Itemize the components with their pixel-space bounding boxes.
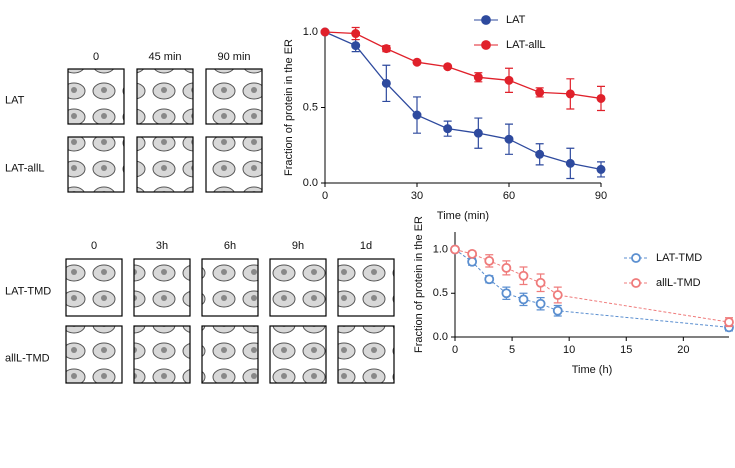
series-line bbox=[324, 31, 602, 100]
row-label: allL-TMD bbox=[5, 352, 50, 364]
data-point bbox=[518, 294, 529, 305]
micrograph bbox=[133, 258, 191, 317]
x-tick-label: 5 bbox=[509, 344, 515, 356]
x-tick-label: 15 bbox=[620, 344, 632, 356]
data-point bbox=[596, 93, 606, 103]
micrograph bbox=[205, 68, 263, 125]
legend-marker bbox=[481, 15, 491, 25]
y-tick-label: 0.5 bbox=[433, 287, 448, 299]
data-point bbox=[501, 288, 512, 299]
column-label: 6h bbox=[224, 240, 236, 252]
data-point bbox=[351, 29, 361, 39]
data-point bbox=[501, 262, 512, 273]
y-tick-label: 1.0 bbox=[433, 243, 448, 255]
column-label: 1d bbox=[360, 240, 372, 252]
column-label: 3h bbox=[156, 240, 168, 252]
micrograph bbox=[269, 258, 327, 317]
legend-label: allL-TMD bbox=[656, 277, 701, 289]
micrograph bbox=[201, 258, 259, 317]
row-label: LAT-TMD bbox=[5, 285, 51, 297]
legend-label: LAT-allL bbox=[506, 39, 546, 51]
data-point bbox=[565, 158, 575, 168]
data-point bbox=[412, 110, 422, 120]
data-point bbox=[535, 298, 546, 309]
micrograph bbox=[136, 136, 194, 193]
micrograph bbox=[67, 136, 125, 193]
micrograph bbox=[65, 325, 123, 384]
micrograph bbox=[337, 258, 395, 317]
data-point bbox=[535, 149, 545, 159]
data-point bbox=[504, 75, 514, 85]
data-point bbox=[596, 164, 606, 174]
data-point bbox=[484, 274, 495, 285]
legend-marker bbox=[481, 40, 491, 50]
micrograph bbox=[136, 68, 194, 125]
x-tick-label: 30 bbox=[411, 190, 423, 202]
series-line bbox=[324, 31, 602, 171]
data-point bbox=[443, 62, 453, 72]
data-point bbox=[552, 290, 563, 300]
x-tick-label: 20 bbox=[677, 344, 689, 356]
column-label: 45 min bbox=[148, 51, 181, 63]
y-axis-label: Fraction of protein in the ER bbox=[413, 216, 425, 353]
data-point bbox=[535, 277, 546, 288]
data-point bbox=[320, 27, 330, 37]
x-axis-label: Time (h) bbox=[572, 364, 613, 376]
data-point bbox=[381, 78, 391, 88]
y-tick-label: 0.0 bbox=[433, 331, 448, 343]
y-tick-label: 1.0 bbox=[303, 26, 318, 38]
legend-label: LAT bbox=[506, 14, 526, 26]
legend-marker bbox=[631, 278, 641, 288]
micrograph bbox=[337, 325, 395, 384]
column-label: 90 min bbox=[217, 51, 250, 63]
data-point bbox=[467, 248, 478, 259]
micrograph bbox=[269, 325, 327, 384]
data-point bbox=[351, 41, 361, 51]
row-label: LAT bbox=[5, 94, 25, 106]
y-axis-label: Fraction of protein in the ER bbox=[283, 39, 295, 176]
legend-marker bbox=[631, 253, 641, 263]
data-point bbox=[552, 305, 563, 316]
micrograph bbox=[67, 68, 125, 125]
x-tick-label: 90 bbox=[595, 190, 607, 202]
data-point bbox=[484, 255, 495, 266]
micrograph bbox=[133, 325, 191, 384]
legend-label: LAT-TMD bbox=[656, 252, 702, 264]
data-point bbox=[535, 87, 545, 97]
data-point bbox=[381, 44, 391, 54]
x-tick-label: 0 bbox=[452, 344, 458, 356]
x-tick-label: 60 bbox=[503, 190, 515, 202]
data-point bbox=[443, 124, 453, 134]
data-point bbox=[450, 244, 460, 255]
data-point bbox=[412, 57, 422, 67]
data-point bbox=[473, 128, 483, 138]
data-point bbox=[724, 317, 734, 328]
column-label: 0 bbox=[93, 51, 99, 63]
data-point bbox=[473, 72, 483, 82]
micrograph bbox=[65, 258, 123, 317]
column-label: 0 bbox=[91, 240, 97, 252]
data-point bbox=[467, 256, 478, 267]
micrograph bbox=[205, 136, 263, 193]
x-tick-label: 10 bbox=[563, 344, 575, 356]
column-label: 9h bbox=[292, 240, 304, 252]
y-tick-label: 0.0 bbox=[303, 177, 318, 189]
row-label: LAT-allL bbox=[5, 162, 45, 174]
data-point bbox=[504, 134, 514, 144]
y-tick-label: 0.5 bbox=[303, 101, 318, 113]
data-point bbox=[518, 270, 529, 281]
data-point bbox=[565, 89, 575, 99]
x-axis-label: Time (min) bbox=[437, 210, 489, 222]
micrograph bbox=[201, 325, 259, 384]
x-tick-label: 0 bbox=[322, 190, 328, 202]
